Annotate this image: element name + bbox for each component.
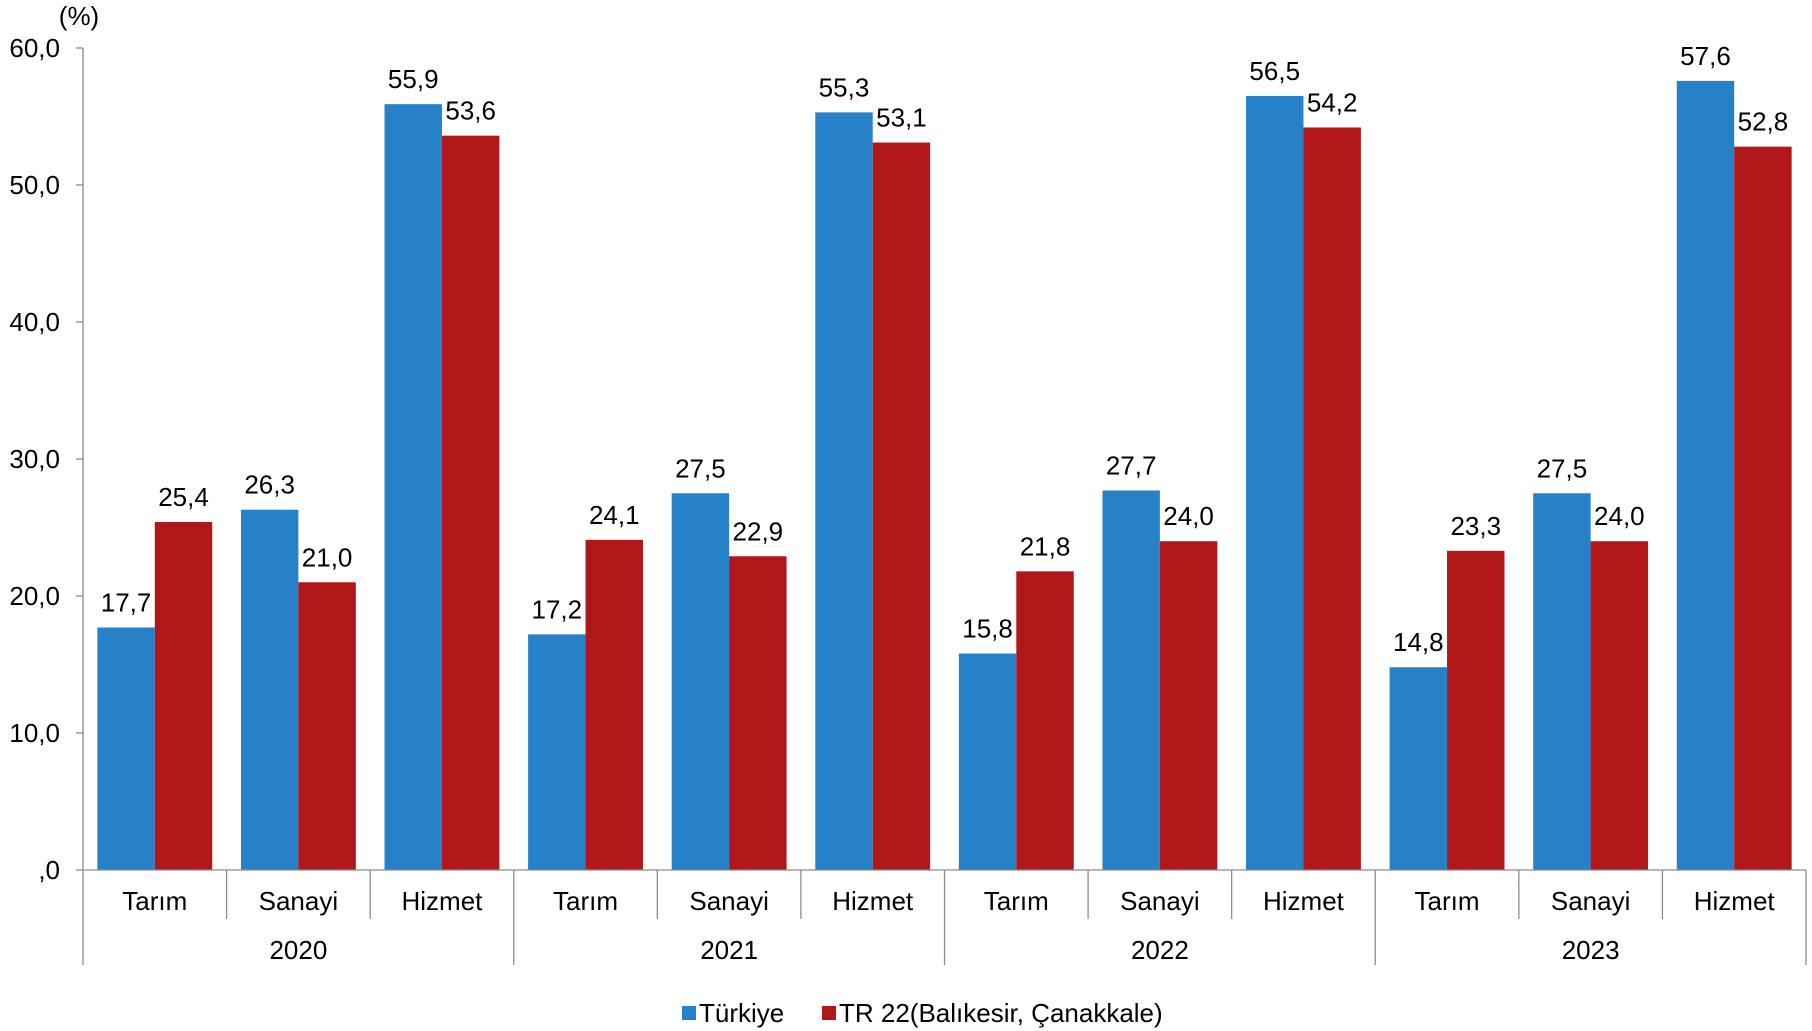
y-tick-label: 20,0 [9, 581, 60, 611]
bar-tr22-4 [729, 556, 787, 870]
y-tick-label: 10,0 [9, 718, 60, 748]
y-axis-label: (%) [59, 1, 99, 31]
data-label: 54,2 [1307, 87, 1358, 117]
bar-tr22-9 [1447, 550, 1505, 870]
category-label: Hizmet [1694, 886, 1776, 916]
legend-label-tr22: TR 22(Balıkesir, Çanakkale) [839, 998, 1163, 1028]
bar-turkiye-4 [671, 493, 730, 870]
bar-turkiye-7 [1102, 490, 1160, 870]
bar-tr22-6 [1016, 571, 1074, 870]
bar-tr22-3 [585, 539, 643, 870]
data-label: 15,8 [962, 614, 1013, 644]
category-label: Sanayi [1551, 886, 1631, 916]
category-label: Sanayi [1120, 886, 1200, 916]
bar-tr22-10 [1590, 541, 1649, 870]
bar-turkiye-3 [528, 634, 586, 870]
category-label: Hizmet [402, 886, 484, 916]
data-label: 55,9 [388, 64, 439, 94]
y-tick-label: 30,0 [9, 444, 60, 474]
bar-turkiye-2 [384, 104, 442, 871]
bar-turkiye-1 [240, 509, 299, 870]
bar-tr22-8 [1303, 127, 1361, 870]
bar-tr22-11 [1734, 146, 1792, 870]
data-label: 24,0 [1163, 501, 1214, 531]
y-tick-label: 60,0 [9, 33, 60, 63]
data-label: 17,2 [532, 594, 583, 624]
data-label: 27,5 [1537, 453, 1588, 483]
bar-turkiye-0 [97, 627, 155, 870]
bar-tr22-2 [441, 135, 500, 870]
bar-turkiye-5 [815, 112, 873, 870]
category-label: Tarım [1415, 886, 1480, 916]
category-label: Hizmet [1263, 886, 1345, 916]
data-label: 17,7 [101, 588, 152, 618]
category-label: Tarım [553, 886, 618, 916]
bar-turkiye-11 [1676, 80, 1735, 870]
data-label: 27,5 [675, 453, 726, 483]
data-label: 27,7 [1106, 451, 1157, 481]
data-label: 52,8 [1738, 107, 1789, 137]
data-label: 56,5 [1249, 56, 1300, 86]
data-label: 22,9 [733, 516, 784, 546]
data-label: 21,8 [1020, 531, 1071, 561]
category-label: Tarım [984, 886, 1049, 916]
data-label: 53,6 [445, 96, 496, 126]
data-label: 24,1 [589, 500, 640, 530]
bar-turkiye-10 [1533, 493, 1591, 870]
bar-tr22-1 [298, 582, 356, 870]
category-label: Sanayi [259, 886, 339, 916]
data-label: 25,4 [158, 482, 209, 512]
data-label: 26,3 [244, 470, 295, 500]
year-label: 2023 [1562, 935, 1620, 965]
data-label: 21,0 [302, 542, 353, 572]
bar-tr22-7 [1159, 541, 1218, 870]
bar-turkiye-8 [1246, 95, 1304, 870]
legend-swatch-turkiye [682, 1006, 696, 1020]
data-label: 53,1 [876, 103, 927, 133]
data-label: 24,0 [1594, 501, 1645, 531]
legend-label-turkiye: Türkiye [699, 998, 784, 1028]
year-label: 2020 [269, 935, 327, 965]
y-tick-label: 40,0 [9, 307, 60, 337]
bar-tr22-5 [872, 142, 931, 870]
data-label: 57,6 [1680, 41, 1731, 71]
category-label: Tarım [122, 886, 187, 916]
data-label: 55,3 [819, 72, 870, 102]
bar-turkiye-6 [958, 653, 1017, 870]
bar-tr22-0 [154, 522, 213, 870]
y-tick-label: 50,0 [9, 170, 60, 200]
category-label: Sanayi [689, 886, 769, 916]
year-label: 2021 [700, 935, 758, 965]
category-label: Hizmet [832, 886, 914, 916]
data-label: 23,3 [1450, 511, 1501, 541]
legend-swatch-tr22 [822, 1006, 836, 1020]
y-tick-label: ,0 [38, 855, 60, 885]
data-label: 14,8 [1393, 627, 1444, 657]
year-label: 2022 [1131, 935, 1189, 965]
bar-turkiye-9 [1389, 667, 1448, 870]
